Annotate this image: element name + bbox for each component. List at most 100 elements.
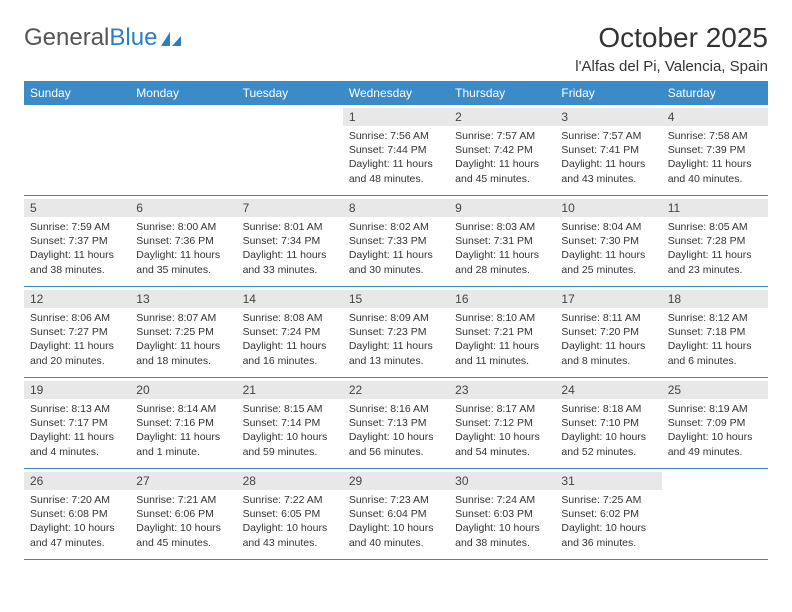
day-info: Sunrise: 7:23 AMSunset: 6:04 PMDaylight:…	[349, 493, 443, 550]
info-sunrise: Sunrise: 8:03 AM	[455, 220, 549, 234]
day-number: 6	[130, 199, 236, 217]
day-number: 1	[343, 108, 449, 126]
day-cell: 19 Sunrise: 8:13 AMSunset: 7:17 PMDayligh…	[24, 378, 130, 468]
day-info: Sunrise: 8:09 AMSunset: 7:23 PMDaylight:…	[349, 311, 443, 368]
day-info: Sunrise: 7:22 AMSunset: 6:05 PMDaylight:…	[243, 493, 337, 550]
day-number: 19	[24, 381, 130, 399]
info-sunset: Sunset: 6:04 PM	[349, 507, 443, 521]
info-sunset: Sunset: 7:12 PM	[455, 416, 549, 430]
day-cell: 8 Sunrise: 8:02 AMSunset: 7:33 PMDaylight…	[343, 196, 449, 286]
day-info: Sunrise: 8:15 AMSunset: 7:14 PMDaylight:…	[243, 402, 337, 459]
day-number: 25	[662, 381, 768, 399]
day-number: 7	[237, 199, 343, 217]
info-sunrise: Sunrise: 7:24 AM	[455, 493, 549, 507]
day-cell: 30 Sunrise: 7:24 AMSunset: 6:03 PMDayligh…	[449, 469, 555, 559]
info-sunset: Sunset: 6:06 PM	[136, 507, 230, 521]
day-header-fri: Friday	[555, 81, 661, 105]
day-info: Sunrise: 8:01 AMSunset: 7:34 PMDaylight:…	[243, 220, 337, 277]
weeks-container: 1Sunrise: 7:56 AMSunset: 7:44 PMDaylight…	[24, 105, 768, 560]
day-info: Sunrise: 7:24 AMSunset: 6:03 PMDaylight:…	[455, 493, 549, 550]
location: l'Alfas del Pi, Valencia, Spain	[575, 58, 768, 75]
info-sunrise: Sunrise: 7:22 AM	[243, 493, 337, 507]
info-daylight1: Daylight: 10 hours	[349, 521, 443, 535]
day-info: Sunrise: 8:07 AMSunset: 7:25 PMDaylight:…	[136, 311, 230, 368]
info-sunset: Sunset: 7:25 PM	[136, 325, 230, 339]
month-title: October 2025	[575, 22, 768, 54]
day-info: Sunrise: 8:06 AMSunset: 7:27 PMDaylight:…	[30, 311, 124, 368]
day-cell: 23Sunrise: 8:17 AMSunset: 7:12 PMDayligh…	[449, 378, 555, 468]
info-daylight2: and 52 minutes.	[561, 445, 655, 459]
info-daylight1: Daylight: 10 hours	[561, 521, 655, 535]
day-number: 21	[237, 381, 343, 399]
day-info: Sunrise: 8:18 AMSunset: 7:10 PMDaylight:…	[561, 402, 655, 459]
info-daylight2: and 38 minutes.	[30, 263, 124, 277]
info-sunrise: Sunrise: 8:01 AM	[243, 220, 337, 234]
info-daylight2: and 6 minutes.	[668, 354, 762, 368]
info-sunrise: Sunrise: 8:08 AM	[243, 311, 337, 325]
day-cell: 15 Sunrise: 8:09 AMSunset: 7:23 PMDayligh…	[343, 287, 449, 377]
day-header-wed: Wednesday	[343, 81, 449, 105]
info-daylight1: Daylight: 11 hours	[349, 157, 443, 171]
info-daylight1: Daylight: 11 hours	[136, 430, 230, 444]
logo-text-2: Blue	[109, 24, 157, 52]
info-daylight1: Daylight: 10 hours	[30, 521, 124, 535]
day-info: Sunrise: 7:21 AMSunset: 6:06 PMDaylight:…	[136, 493, 230, 550]
info-daylight1: Daylight: 10 hours	[136, 521, 230, 535]
info-sunrise: Sunrise: 7:25 AM	[561, 493, 655, 507]
day-number: 12	[24, 290, 130, 308]
info-sunset: Sunset: 7:09 PM	[668, 416, 762, 430]
info-sunset: Sunset: 7:42 PM	[455, 143, 549, 157]
day-number: 18	[662, 290, 768, 308]
info-sunrise: Sunrise: 7:56 AM	[349, 129, 443, 143]
day-cell: 27Sunrise: 7:21 AMSunset: 6:06 PMDayligh…	[130, 469, 236, 559]
logo-text-1: General	[24, 24, 109, 52]
day-info: Sunrise: 8:02 AMSunset: 7:33 PMDaylight:…	[349, 220, 443, 277]
day-number: 22	[343, 381, 449, 399]
day-cell: 18Sunrise: 8:12 AMSunset: 7:18 PMDayligh…	[662, 287, 768, 377]
info-daylight2: and 18 minutes.	[136, 354, 230, 368]
info-sunrise: Sunrise: 8:17 AM	[455, 402, 549, 416]
day-cell: 6 Sunrise: 8:00 AMSunset: 7:36 PMDaylight…	[130, 196, 236, 286]
info-sunrise: Sunrise: 7:57 AM	[455, 129, 549, 143]
day-number	[237, 108, 343, 126]
info-sunrise: Sunrise: 7:23 AM	[349, 493, 443, 507]
day-number: 24	[555, 381, 661, 399]
info-daylight2: and 11 minutes.	[455, 354, 549, 368]
info-daylight2: and 8 minutes.	[561, 354, 655, 368]
day-info: Sunrise: 8:16 AMSunset: 7:13 PMDaylight:…	[349, 402, 443, 459]
day-info: Sunrise: 8:13 AMSunset: 7:17 PMDaylight:…	[30, 402, 124, 459]
info-sunrise: Sunrise: 7:59 AM	[30, 220, 124, 234]
day-header-sun: Sunday	[24, 81, 130, 105]
info-sunset: Sunset: 6:05 PM	[243, 507, 337, 521]
info-sunrise: Sunrise: 8:00 AM	[136, 220, 230, 234]
info-daylight1: Daylight: 11 hours	[136, 339, 230, 353]
info-sunset: Sunset: 7:24 PM	[243, 325, 337, 339]
day-header-tue: Tuesday	[237, 81, 343, 105]
info-daylight2: and 43 minutes.	[561, 172, 655, 186]
info-daylight2: and 30 minutes.	[349, 263, 443, 277]
info-daylight1: Daylight: 10 hours	[349, 430, 443, 444]
info-daylight2: and 47 minutes.	[30, 536, 124, 550]
day-number: 14	[237, 290, 343, 308]
week-row: 26Sunrise: 7:20 AMSunset: 6:08 PMDayligh…	[24, 469, 768, 560]
info-daylight1: Daylight: 11 hours	[30, 430, 124, 444]
day-number: 15	[343, 290, 449, 308]
day-number: 2	[449, 108, 555, 126]
info-sunset: Sunset: 7:27 PM	[30, 325, 124, 339]
info-sunset: Sunset: 7:44 PM	[349, 143, 443, 157]
day-header-thu: Thursday	[449, 81, 555, 105]
day-cell: 20Sunrise: 8:14 AMSunset: 7:16 PMDayligh…	[130, 378, 236, 468]
info-sunrise: Sunrise: 7:21 AM	[136, 493, 230, 507]
day-number: 8	[343, 199, 449, 217]
info-daylight1: Daylight: 11 hours	[30, 248, 124, 262]
day-cell: 7 Sunrise: 8:01 AMSunset: 7:34 PMDaylight…	[237, 196, 343, 286]
day-cell: 12 Sunrise: 8:06 AMSunset: 7:27 PMDayligh…	[24, 287, 130, 377]
day-info: Sunrise: 8:00 AMSunset: 7:36 PMDaylight:…	[136, 220, 230, 277]
info-sunrise: Sunrise: 8:10 AM	[455, 311, 549, 325]
day-cell: 14Sunrise: 8:08 AMSunset: 7:24 PMDayligh…	[237, 287, 343, 377]
day-cell: 28Sunrise: 7:22 AMSunset: 6:05 PMDayligh…	[237, 469, 343, 559]
info-sunrise: Sunrise: 8:13 AM	[30, 402, 124, 416]
info-sunset: Sunset: 7:18 PM	[668, 325, 762, 339]
day-number: 30	[449, 472, 555, 490]
info-daylight2: and 25 minutes.	[561, 263, 655, 277]
